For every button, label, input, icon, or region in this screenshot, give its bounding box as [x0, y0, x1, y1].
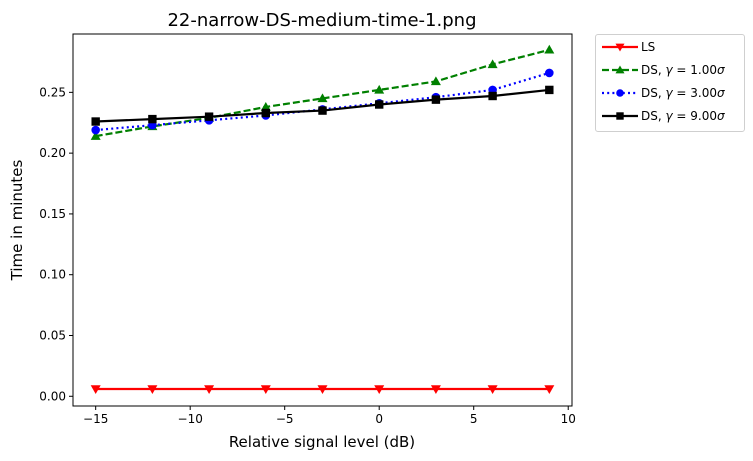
- data-point: [374, 84, 385, 94]
- data-point: [91, 125, 100, 135]
- data-point: [91, 117, 100, 126]
- data-point: [431, 95, 441, 104]
- y-tick-label: 0.20: [39, 146, 66, 160]
- legend: LS DS, γ = 1.00σ DS, γ = 3.00σ DS, γ = 9…: [595, 34, 745, 132]
- y-tick-label: 0.05: [39, 328, 66, 342]
- data-point: [204, 385, 215, 394]
- data-point: [544, 385, 555, 394]
- data-point: [430, 76, 441, 86]
- data-point: [544, 44, 555, 54]
- legend-item-ds-9: DS, γ = 9.00σ: [596, 106, 744, 126]
- y-axis-label: Time in minutes: [8, 159, 26, 281]
- legend-label: DS, γ = 9.00σ: [641, 109, 725, 123]
- data-point: [545, 85, 554, 95]
- x-axis-label: Relative signal level (dB): [229, 433, 415, 451]
- legend-swatch-ds-3: [602, 89, 638, 97]
- y-tick-label: 0.10: [39, 268, 66, 282]
- data-point: [90, 385, 101, 394]
- data-point: [488, 91, 497, 101]
- legend-label: DS, γ = 3.00σ: [641, 86, 725, 100]
- legend-swatch-ds-1: [602, 65, 638, 74]
- y-tick-label: 0.25: [39, 85, 66, 99]
- legend-marker: [615, 43, 625, 52]
- legend-marker: [616, 112, 624, 120]
- data-point: [487, 385, 498, 394]
- data-point: [545, 68, 554, 78]
- data-point: [430, 385, 441, 394]
- chart-title: 22-narrow-DS-medium-time-1.png: [167, 10, 476, 31]
- y-tick-label: 0.00: [39, 389, 66, 403]
- data-point: [487, 59, 498, 69]
- data-point: [260, 385, 271, 394]
- data-point: [204, 112, 214, 121]
- legend-marker: [615, 65, 625, 74]
- x-tick-label: −10: [178, 412, 203, 426]
- data-point: [90, 131, 101, 140]
- x-tick-label: 5: [470, 412, 478, 426]
- data-point: [374, 385, 385, 394]
- legend-marker: [616, 89, 624, 97]
- plot-area: −15 −10 −5 0 5 10 0.00 0.05 0.10 0.15 0.20 0.25: [39, 33, 576, 426]
- data-point: [375, 100, 384, 109]
- data-point: [261, 108, 270, 118]
- legend-item-ls: LS: [596, 37, 744, 57]
- legend-item-ds-3: DS, γ = 3.00σ: [596, 83, 744, 103]
- x-tick-label: 10: [561, 412, 576, 426]
- x-tick-label: −15: [83, 412, 108, 426]
- series-line: [95, 48, 550, 138]
- data-point: [260, 101, 271, 111]
- data-point: [147, 385, 158, 394]
- legend-item-ds-1: DS, γ = 1.00σ: [596, 60, 744, 80]
- x-tick-label: 0: [375, 412, 383, 426]
- data-point: [148, 114, 157, 124]
- plot-frame: [72, 33, 573, 407]
- legend-swatch-ds-9: [602, 112, 638, 120]
- series-line: [95, 71, 550, 132]
- legend-swatch-ls: [602, 43, 638, 52]
- y-tick-label: 0.15: [39, 207, 66, 221]
- data-point: [318, 106, 327, 115]
- data-point: [317, 385, 328, 394]
- data-point: [317, 93, 328, 103]
- legend-label: DS, γ = 1.00σ: [641, 63, 725, 77]
- legend-label: LS: [641, 40, 656, 54]
- x-tick-label: −5: [276, 412, 294, 426]
